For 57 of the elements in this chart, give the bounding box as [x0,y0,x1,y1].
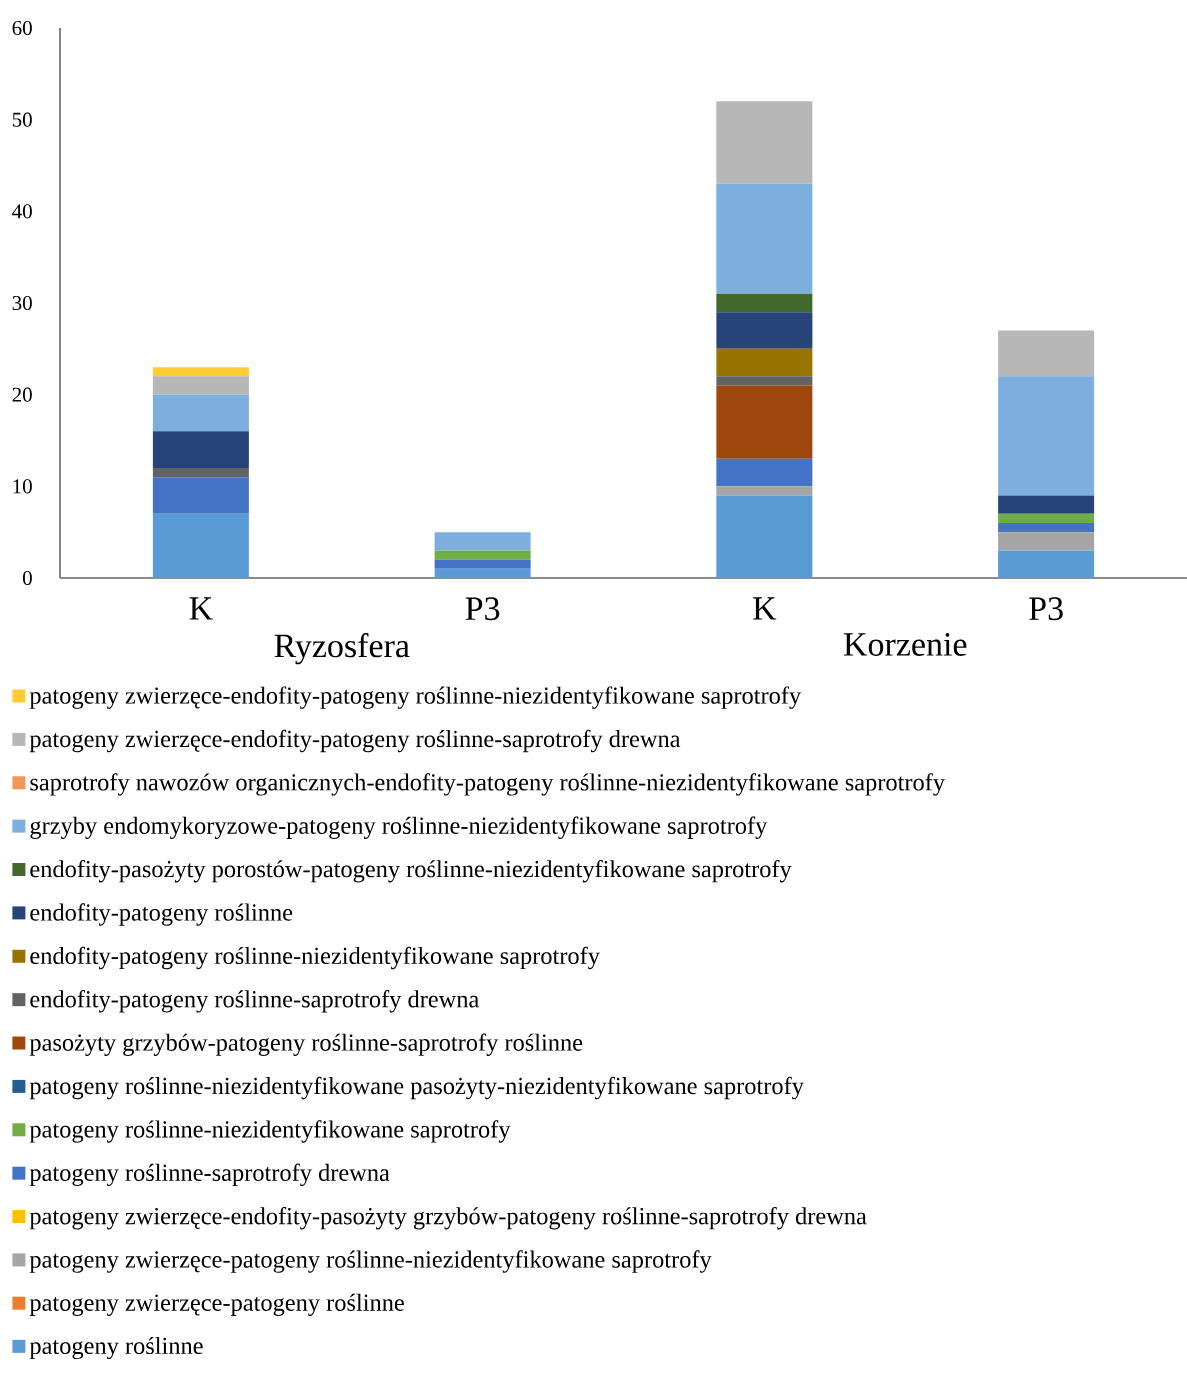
bar [152,376,249,395]
bar [434,559,531,569]
bar [998,495,1095,514]
legend-label: patogeny zwierzęce-endofity-patogeny roślinne-niezidentyfikowane saprotrofy [29,686,802,709]
bar [152,431,249,468]
legend-label: patogeny roślinne-niezidentyfikowane pasożyty-niezidentyfikowane saprotrofy [29,1076,804,1100]
y-tick-label: 0 [22,570,32,586]
bar [152,394,249,432]
bar [998,532,1095,551]
x-tick-label: P3 [1029,597,1063,621]
y-tick-label: 40 [12,204,32,219]
bar [998,376,1095,496]
legend-label: pasożyty grzybów-patogeny roślinne-saprotrofy roślinne [29,1033,583,1056]
y-tick-label: 60 [12,20,32,36]
bar [716,385,813,459]
legend-label: endofity-pasożyty porostów-patogeny roślinne-niezidentyfikowane saprotrofy [30,859,792,883]
y-tick-label: 50 [12,112,32,127]
bar [998,513,1095,523]
bar [152,477,249,514]
bar [716,183,813,294]
bar [716,495,813,578]
x-tick-label: K [753,597,777,620]
text: Ryzosfera [274,633,410,665]
x-tick-label: K [189,597,213,620]
bar [716,293,813,313]
bar [152,468,249,478]
bar [152,513,249,578]
legend-label: endofity-patogeny roślinne [30,903,293,926]
y-tick-label: 30 [12,295,32,311]
legend-label: patogeny roślinne [29,1336,203,1360]
legend-label: patogeny zwierzęce-patogeny roślinne-niezidentyfikowane saprotrofy [29,1250,712,1273]
bar [998,550,1095,578]
bar [716,348,813,377]
legend-label: patogeny roślinne-niezidentyfikowane saprotrofy [29,1120,511,1143]
bar [434,568,531,578]
legend-label: grzyby endomykoryzowe-patogeny roślinne-niezidentyfikowane saprotrofy [30,816,768,839]
legend-label: patogeny zwierzęce-patogeny roślinne [29,1293,404,1316]
text: Korzenie [843,633,967,656]
legend-label: patogeny zwierzęce-endofity-pasożyty grzybów-patogeny roślinne-saprotrofy drewna [29,1206,867,1230]
legend-label: patogeny zwierzęce-endofity-patogeny roślinne-saprotrofy drewna [29,729,681,753]
bar [716,312,813,349]
bar [716,458,813,487]
bar [152,367,249,377]
bar [716,376,813,386]
x-tick-label: P3 [465,597,500,621]
legend-label: endofity-patogeny roślinne-niezidentyfikowane saprotrofy [30,946,600,970]
bar [716,486,813,496]
bar [998,330,1095,377]
legend-label: patogeny roślinne-saprotrofy drewna [29,1163,390,1187]
legend-label: endofity-patogeny roślinne-saprotrofy drewna [30,990,480,1013]
y-tick-label: 10 [13,479,32,494]
bar [434,550,531,560]
bar [716,101,813,184]
bar [998,523,1095,533]
y-tick-label: 20 [12,387,32,402]
legend-label: saprotrofy nawozów organicznych-endofity-patogeny roślinne-niezidentyfikowane saprotrofy [30,773,945,796]
bar [434,532,531,551]
